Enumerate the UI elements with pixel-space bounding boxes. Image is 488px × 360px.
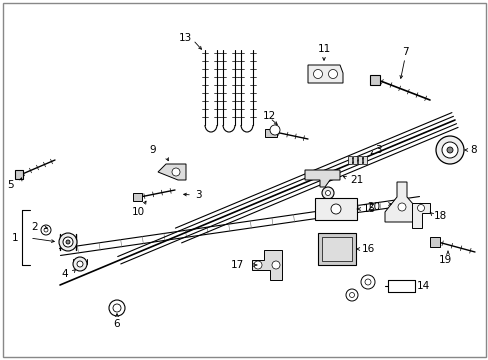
Text: 11: 11 bbox=[317, 44, 330, 54]
Circle shape bbox=[77, 261, 83, 267]
Polygon shape bbox=[305, 170, 339, 187]
Text: 14: 14 bbox=[416, 281, 429, 291]
Circle shape bbox=[330, 204, 340, 214]
Polygon shape bbox=[251, 250, 282, 280]
Bar bbox=[362, 156, 366, 164]
Circle shape bbox=[109, 300, 125, 316]
Text: 15: 15 bbox=[362, 204, 375, 214]
Text: 3: 3 bbox=[195, 190, 201, 200]
Bar bbox=[352, 156, 356, 164]
Polygon shape bbox=[411, 203, 429, 228]
Circle shape bbox=[446, 147, 452, 153]
Bar bbox=[347, 156, 351, 164]
Circle shape bbox=[364, 279, 370, 285]
Bar bbox=[314, 198, 356, 220]
Polygon shape bbox=[384, 182, 419, 222]
Text: 3: 3 bbox=[374, 145, 381, 155]
Text: 12: 12 bbox=[263, 111, 276, 121]
Bar bbox=[369, 75, 379, 85]
Bar bbox=[133, 193, 142, 201]
Circle shape bbox=[346, 289, 357, 301]
Circle shape bbox=[328, 69, 337, 78]
Text: 4: 4 bbox=[61, 269, 68, 279]
Circle shape bbox=[325, 190, 330, 195]
Text: 5: 5 bbox=[7, 180, 14, 190]
Text: 21: 21 bbox=[349, 175, 363, 185]
Polygon shape bbox=[158, 164, 185, 180]
Circle shape bbox=[59, 233, 77, 251]
Text: 19: 19 bbox=[437, 255, 451, 265]
Circle shape bbox=[73, 257, 87, 271]
Text: 6: 6 bbox=[113, 319, 120, 329]
Circle shape bbox=[441, 142, 457, 158]
Circle shape bbox=[172, 168, 180, 176]
Circle shape bbox=[417, 204, 424, 212]
Text: 7: 7 bbox=[401, 47, 407, 57]
Text: 18: 18 bbox=[433, 211, 447, 221]
Bar bbox=[317, 233, 355, 265]
Circle shape bbox=[63, 237, 73, 247]
Circle shape bbox=[44, 228, 48, 232]
Bar bbox=[321, 237, 351, 261]
Bar bbox=[357, 156, 361, 164]
Circle shape bbox=[41, 225, 51, 235]
Text: 16: 16 bbox=[361, 244, 374, 254]
Circle shape bbox=[360, 275, 374, 289]
Text: 9: 9 bbox=[149, 145, 156, 155]
Circle shape bbox=[113, 304, 121, 312]
Text: 8: 8 bbox=[469, 145, 476, 155]
Bar bbox=[264, 129, 276, 137]
Circle shape bbox=[269, 125, 280, 135]
Circle shape bbox=[349, 292, 354, 297]
Text: 2: 2 bbox=[31, 222, 38, 232]
Circle shape bbox=[313, 69, 322, 78]
Polygon shape bbox=[307, 65, 342, 83]
Text: 10: 10 bbox=[131, 207, 144, 217]
Circle shape bbox=[253, 261, 262, 269]
Text: 13: 13 bbox=[179, 33, 192, 43]
Text: 1: 1 bbox=[11, 233, 18, 243]
Bar bbox=[15, 170, 23, 179]
Text: 20: 20 bbox=[366, 202, 379, 212]
Text: 17: 17 bbox=[230, 260, 244, 270]
Circle shape bbox=[66, 240, 70, 244]
Circle shape bbox=[397, 203, 405, 211]
Bar bbox=[429, 237, 439, 247]
Circle shape bbox=[435, 136, 463, 164]
Circle shape bbox=[321, 187, 333, 199]
Circle shape bbox=[271, 261, 280, 269]
